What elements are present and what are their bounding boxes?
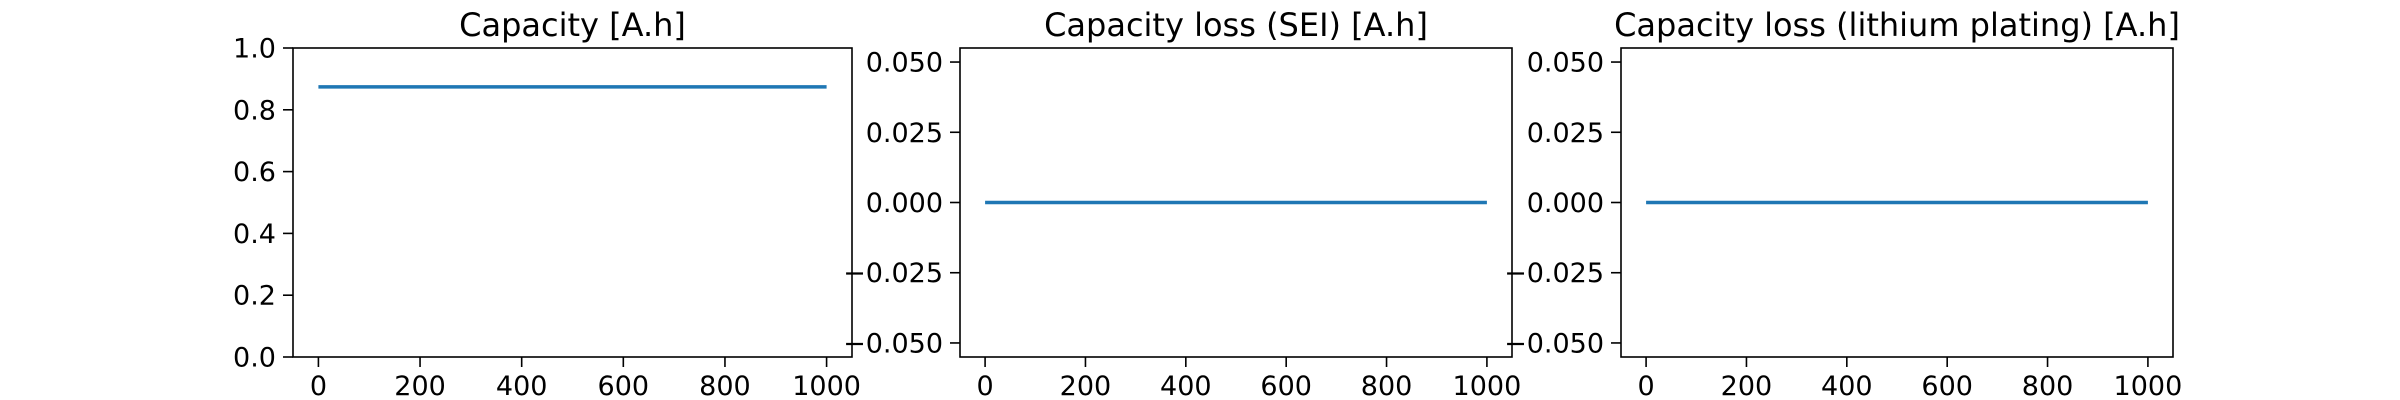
y-tick-label: −0.025 [1504, 258, 1604, 289]
y-tick-label: −0.025 [843, 258, 943, 289]
y-tick-label: 0.000 [866, 188, 943, 219]
axes-frame [292, 47, 853, 358]
y-tick-label: −0.050 [843, 328, 943, 359]
chart-title: Capacity loss (lithium plating) [A.h] [1614, 6, 2180, 44]
x-tick-label: 600 [1921, 371, 1973, 400]
chart-title: Capacity [A.h] [459, 6, 686, 44]
x-tick-label: 1000 [792, 371, 861, 400]
x-tick-label: 400 [496, 371, 548, 400]
x-tick-label: 1000 [1453, 371, 1522, 400]
x-tick-label: 200 [1721, 371, 1773, 400]
y-tick-label: 1.0 [233, 34, 276, 65]
x-tick-label: 800 [2022, 371, 2074, 400]
x-tick-label: 600 [1260, 371, 1312, 400]
x-tick-label: 0 [1637, 371, 1654, 400]
chart-capacity-loss-lithium-plating: Capacity loss (lithium plating) [A.h] 0 20… [1504, 6, 2182, 400]
x-tick-label: 600 [598, 371, 650, 400]
y-tick-label: 0.0 [233, 343, 276, 374]
x-tick-label: 800 [699, 371, 751, 400]
y-tick-label: 0.000 [1527, 188, 1604, 219]
y-tick-label: 0.050 [866, 48, 943, 79]
y-tick-label: 0.025 [1527, 118, 1604, 149]
y-tick-label: 0.2 [233, 281, 276, 312]
y-tick-label: 0.6 [233, 157, 276, 188]
chart-title: Capacity loss (SEI) [A.h] [1044, 6, 1428, 44]
x-tick-label: 1000 [2114, 371, 2183, 400]
x-tick-label: 0 [310, 371, 327, 400]
y-tick-label: 0.8 [233, 95, 276, 126]
chart-capacity-loss-sei: Capacity loss (SEI) [A.h] 0 200 400 600 800 10… [843, 6, 1521, 400]
y-tick-label: 0.050 [1527, 48, 1604, 79]
chart-capacity: Capacity [A.h] 0 200 400 600 800 1000 0.0 0.2 0.4… [233, 6, 861, 400]
y-tick-label: −0.050 [1504, 328, 1604, 359]
x-tick-label: 200 [394, 371, 446, 400]
y-tick-label: 0.025 [866, 118, 943, 149]
x-tick-label: 400 [1160, 371, 1212, 400]
x-tick-label: 800 [1361, 371, 1413, 400]
y-tick-label: 0.4 [233, 219, 276, 250]
x-tick-label: 400 [1821, 371, 1873, 400]
x-tick-label: 200 [1060, 371, 1112, 400]
x-tick-label: 0 [976, 371, 993, 400]
